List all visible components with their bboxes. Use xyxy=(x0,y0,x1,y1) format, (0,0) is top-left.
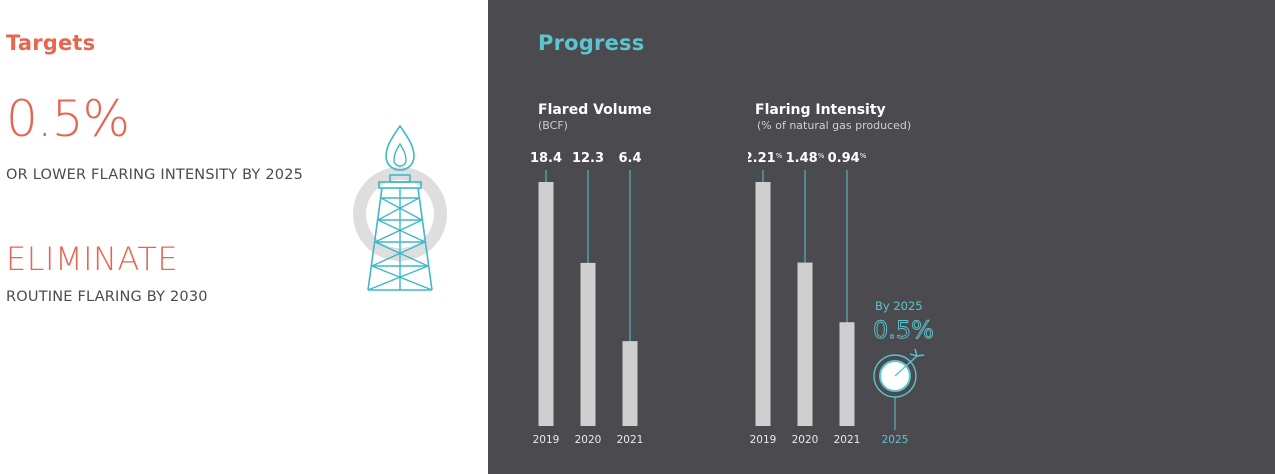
target-caption: By 2025 xyxy=(875,299,923,313)
bar xyxy=(797,262,813,426)
targets-title: Targets xyxy=(6,31,96,55)
bar xyxy=(755,182,771,426)
x-tick-label: 2019 xyxy=(750,434,777,446)
target-value: 0.5% xyxy=(873,316,934,344)
target-icon xyxy=(873,348,925,398)
x-tick-label: 2021 xyxy=(617,434,644,446)
value-label: 18.4 xyxy=(530,151,562,166)
x-tick-label: 2019 xyxy=(533,434,560,446)
flared-volume-chart: 18.4 2019 12.3 2020 6.4 2021 xyxy=(530,151,644,446)
flaring-intensity-chart: 2.21% 2019 1.48% 2020 0.94% 2021 By 2025 0.5% 20… xyxy=(748,151,934,446)
targets-panel: Targets 0.5% OR LOWER FLARING INTENSITY … xyxy=(0,0,488,474)
x-tick-label-target: 2025 xyxy=(882,434,909,446)
target-routine-desc: ROUTINE FLARING BY 2030 xyxy=(6,289,208,305)
flare-rig-icon xyxy=(353,124,447,291)
x-tick-label: 2020 xyxy=(792,434,819,446)
chart1-subtitle: (BCF) xyxy=(538,119,568,132)
target-intensity-desc: OR LOWER FLARING INTENSITY BY 2025 xyxy=(6,167,304,183)
target-routine-value: ELIMINATE xyxy=(6,240,179,278)
value-label: 0.94% xyxy=(828,151,867,166)
x-tick-label: 2020 xyxy=(575,434,602,446)
chart2-heading: Flaring Intensity (% of natural gas prod… xyxy=(755,102,911,132)
x-tick-label: 2021 xyxy=(834,434,861,446)
bar xyxy=(839,322,855,426)
progress-title: Progress xyxy=(538,31,645,55)
bar xyxy=(538,182,554,426)
bar xyxy=(580,262,596,426)
chart2-title: Flaring Intensity xyxy=(755,102,886,118)
value-label: 12.3 xyxy=(572,151,604,166)
value-label: 1.48% xyxy=(786,151,825,166)
chart1-heading: Flared Volume (BCF) xyxy=(538,102,652,132)
value-label: 6.4 xyxy=(618,151,641,166)
bar xyxy=(622,341,638,426)
progress-panel: Progress Flared Volume (BCF) Flaring Int… xyxy=(488,0,1275,474)
chart1-title: Flared Volume xyxy=(538,102,652,118)
chart2-subtitle: (% of natural gas produced) xyxy=(757,119,912,132)
value-label: 2.21% xyxy=(748,151,783,166)
target-intensity-value: 0.5% xyxy=(6,90,130,148)
